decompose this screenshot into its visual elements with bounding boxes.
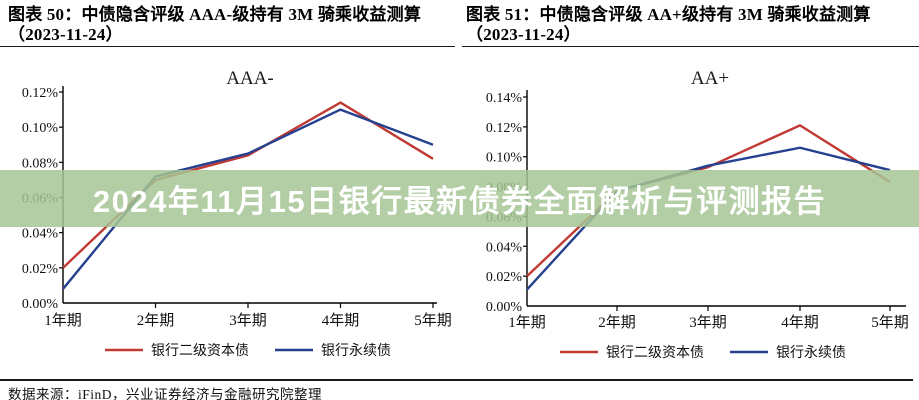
svg-text:0.10%: 0.10%	[22, 121, 59, 136]
svg-text:5年期: 5年期	[871, 314, 909, 331]
chart-aa-plus: AA+0.00%0.02%0.04%0.06%0.08%0.10%0.12%0.…	[486, 68, 909, 361]
svg-text:2年期: 2年期	[598, 314, 636, 331]
footer-divider	[0, 379, 913, 381]
svg-text:AAA-: AAA-	[226, 68, 274, 89]
svg-text:4年期: 4年期	[322, 312, 360, 329]
svg-text:3年期: 3年期	[229, 312, 267, 329]
svg-text:银行永续债: 银行永续债	[776, 344, 846, 361]
svg-text:0.14%: 0.14%	[486, 91, 523, 106]
svg-text:4年期: 4年期	[781, 314, 819, 331]
svg-text:银行二级资本债: 银行二级资本债	[151, 343, 249, 359]
svg-text:0.10%: 0.10%	[486, 151, 523, 166]
svg-text:3年期: 3年期	[689, 314, 727, 331]
svg-text:0.04%: 0.04%	[22, 227, 59, 242]
svg-text:0.02%: 0.02%	[22, 262, 59, 277]
svg-text:0.08%: 0.08%	[22, 156, 59, 171]
svg-text:银行永续债: 银行永续债	[321, 342, 391, 359]
svg-text:银行二级资本债: 银行二级资本债	[606, 345, 704, 361]
promo-banner: 2024年11月15日银行最新债券全面解析与评测报告	[0, 170, 919, 227]
figure-50-header-line2: （2023-11-24）	[8, 25, 123, 45]
svg-text:AA+: AA+	[691, 68, 729, 89]
svg-text:2年期: 2年期	[137, 312, 175, 329]
svg-text:5年期: 5年期	[414, 312, 452, 329]
svg-text:0.12%: 0.12%	[486, 121, 523, 136]
svg-text:0.02%: 0.02%	[486, 270, 523, 285]
figure-51-header-line1: 图表 51：中债隐含评级 AA+级持有 3M 骑乘收益测算	[466, 5, 871, 24]
svg-text:0.12%: 0.12%	[22, 86, 59, 101]
figure-50-header-divider	[0, 46, 455, 47]
figure-50-header-line1: 图表 50：中债隐含评级 AAA-级持有 3M 骑乘收益测算	[8, 5, 422, 24]
svg-text:1年期: 1年期	[44, 312, 82, 329]
figure-51-header-line2: （2023-11-24）	[466, 25, 581, 45]
svg-text:0.00%: 0.00%	[486, 300, 523, 315]
figure-51-header: 图表 51：中债隐含评级 AA+级持有 3M 骑乘收益测算 （2023-11-2…	[466, 5, 914, 45]
figure-51-header-divider	[462, 46, 919, 47]
svg-text:0.00%: 0.00%	[22, 297, 59, 312]
promo-banner-text: 2024年11月15日银行最新债券全面解析与评测报告	[92, 184, 827, 219]
figure-50-header: 图表 50：中债隐含评级 AAA-级持有 3M 骑乘收益测算 （2023-11-…	[8, 5, 453, 45]
svg-text:1年期: 1年期	[508, 314, 546, 331]
source-note: 数据来源：iFinD，兴业证券经济与金融研究院整理	[8, 387, 323, 400]
svg-text:0.04%: 0.04%	[486, 240, 523, 255]
